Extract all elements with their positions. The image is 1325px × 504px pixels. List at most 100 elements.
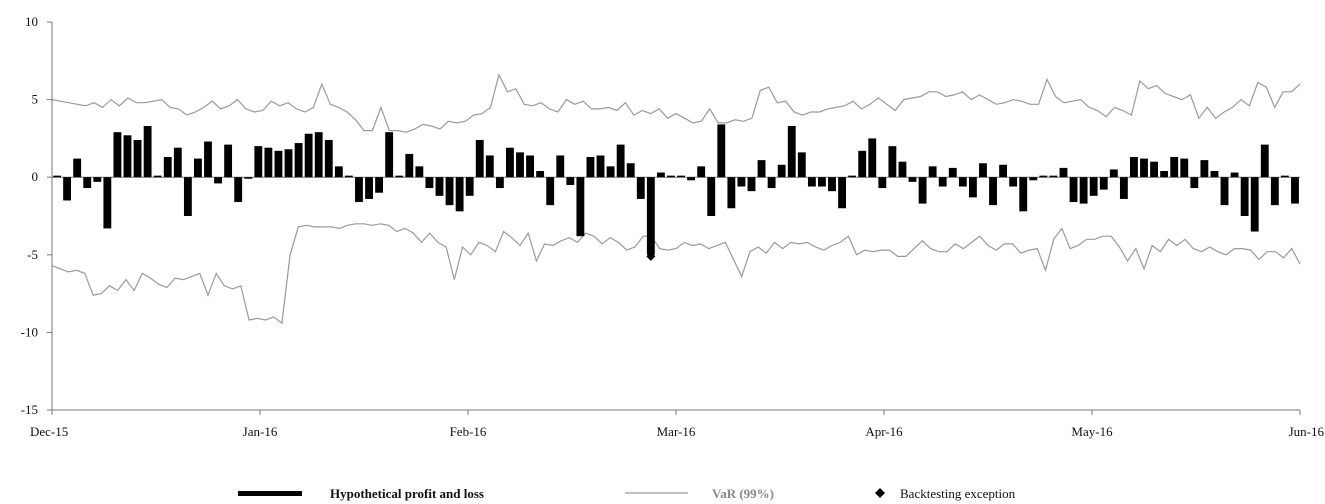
- pnl-bar: [868, 138, 877, 178]
- pnl-bar: [787, 125, 796, 178]
- pnl-bar: [304, 133, 313, 178]
- pnl-bar: [63, 177, 72, 201]
- pnl-bar: [375, 177, 384, 193]
- pnl-bar: [1049, 175, 1058, 178]
- pnl-bar: [697, 166, 706, 178]
- pnl-bar: [445, 177, 454, 206]
- pnl-bar: [878, 177, 887, 189]
- pnl-bar: [73, 158, 82, 178]
- pnl-bar: [1240, 177, 1249, 216]
- pnl-bar: [183, 177, 192, 216]
- pnl-bar: [143, 125, 152, 178]
- pnl-bar: [465, 177, 474, 196]
- pnl-bar: [334, 166, 343, 178]
- y-tick-label: -15: [21, 402, 38, 417]
- pnl-bar: [616, 144, 625, 178]
- pnl-bar: [244, 177, 253, 179]
- pnl-bar: [958, 177, 967, 187]
- pnl-bar: [415, 166, 424, 178]
- pnl-bar: [586, 157, 595, 178]
- pnl-bar: [989, 177, 997, 206]
- pnl-bar: [777, 164, 786, 178]
- pnl-bar: [1019, 177, 1028, 212]
- pnl-bar: [646, 177, 655, 255]
- pnl-bar: [324, 139, 333, 178]
- pnl-bar: [194, 158, 202, 178]
- pnl-bar: [1109, 169, 1118, 178]
- pnl-bar: [526, 155, 534, 178]
- pnl-bar: [626, 163, 635, 178]
- pnl-bar: [1210, 170, 1219, 178]
- pnl-bar: [797, 152, 806, 178]
- pnl-bar: [1069, 177, 1078, 203]
- x-tick-label: Jan-16: [243, 424, 278, 439]
- pnl-bar: [365, 177, 373, 199]
- pnl-bar: [556, 155, 565, 178]
- y-tick-label: -5: [27, 247, 38, 262]
- pnl-bar: [475, 139, 484, 178]
- pnl-bar: [204, 141, 212, 178]
- legend-swatch-pnl: [238, 491, 302, 496]
- pnl-bars: [53, 124, 1299, 255]
- pnl-bar: [113, 132, 122, 178]
- exception-markers: [646, 251, 656, 261]
- pnl-bar: [344, 175, 353, 178]
- pnl-bar: [485, 155, 494, 178]
- pnl-bar: [1200, 160, 1209, 178]
- pnl-bar: [928, 166, 937, 178]
- pnl-bar: [294, 143, 303, 178]
- pnl-bar: [1119, 177, 1128, 199]
- pnl-bar: [1180, 158, 1189, 178]
- pnl-bar: [636, 177, 645, 199]
- exception-marker: [646, 251, 656, 261]
- pnl-bar: [234, 177, 243, 203]
- pnl-bar: [516, 152, 524, 178]
- pnl-bar: [918, 177, 927, 204]
- pnl-bar: [163, 157, 172, 178]
- pnl-bar: [707, 177, 716, 216]
- pnl-bar: [656, 172, 665, 178]
- pnl-bar: [314, 132, 323, 178]
- pnl-bar: [1270, 177, 1279, 206]
- pnl-bar: [123, 135, 132, 178]
- pnl-bar: [1009, 177, 1018, 187]
- pnl-bar: [747, 177, 756, 192]
- y-tick-label: 0: [32, 169, 39, 184]
- var-line-upper: [51, 73, 1301, 133]
- pnl-bar: [727, 177, 736, 209]
- y-tick-label: -10: [21, 324, 38, 339]
- pnl-bar: [968, 177, 977, 198]
- pnl-bar: [1089, 177, 1098, 196]
- pnl-bar: [858, 150, 867, 178]
- pnl-bar: [757, 160, 766, 178]
- pnl-bar: [1150, 161, 1158, 178]
- pnl-bar: [828, 177, 836, 192]
- pnl-bar: [1160, 170, 1169, 178]
- pnl-bar: [1039, 175, 1048, 178]
- pnl-bar: [888, 146, 897, 178]
- legend-swatch-exception-icon: [875, 488, 885, 498]
- pnl-bar: [999, 164, 1008, 178]
- pnl-bar: [153, 175, 162, 178]
- pnl-bar: [385, 132, 394, 178]
- var-line-lower: [51, 223, 1301, 325]
- pnl-bar: [536, 170, 545, 178]
- pnl-bar: [1260, 144, 1269, 178]
- pnl-bar: [455, 177, 464, 212]
- x-tick-label: May-16: [1071, 424, 1113, 439]
- pnl-bar: [687, 177, 696, 181]
- legend-label-pnl: Hypothetical profit and loss: [330, 486, 484, 501]
- y-tick-label: 5: [32, 92, 39, 107]
- pnl-bar: [53, 175, 61, 178]
- pnl-bar: [737, 177, 746, 187]
- pnl-bar: [1140, 158, 1148, 178]
- pnl-bar: [908, 177, 917, 182]
- pnl-bar: [606, 166, 615, 178]
- pnl-bar: [425, 177, 434, 189]
- pnl-bar: [224, 144, 233, 178]
- pnl-bar: [818, 177, 826, 187]
- pnl-bar: [103, 177, 112, 229]
- axes: [47, 21, 1301, 415]
- legend-item-var: VaR (99%): [625, 486, 774, 501]
- pnl-bar: [1170, 157, 1179, 178]
